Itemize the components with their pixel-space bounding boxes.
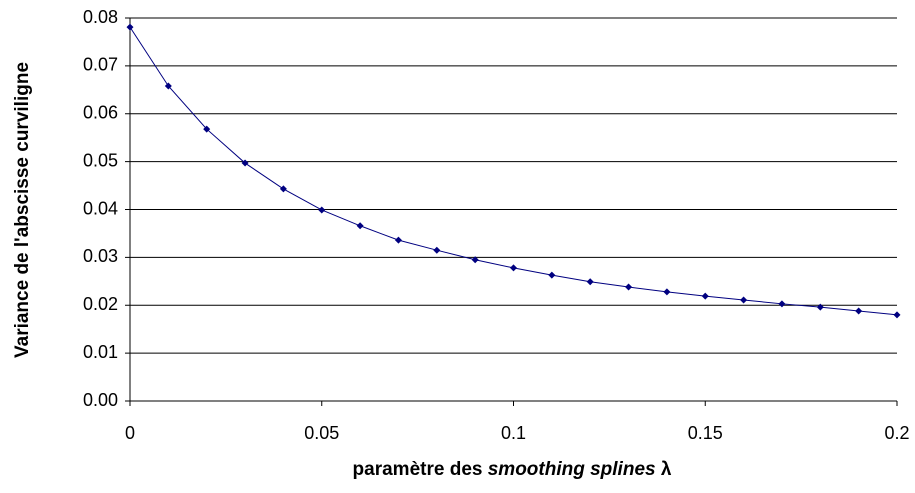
y-tick-label: 0.07 xyxy=(83,55,118,75)
point xyxy=(663,288,671,296)
y-tick-label: 0.06 xyxy=(83,103,118,123)
point xyxy=(701,292,709,300)
point xyxy=(279,185,287,193)
y-tick-label: 0.01 xyxy=(83,342,118,362)
point xyxy=(625,283,633,291)
point xyxy=(471,256,479,264)
point xyxy=(740,296,748,304)
point xyxy=(510,264,517,272)
x-tick-label: 0.15 xyxy=(688,423,723,443)
x-label-part: smoothing splines xyxy=(488,459,656,480)
point xyxy=(778,300,786,308)
point xyxy=(855,307,863,315)
x-label-part: paramètre des xyxy=(353,459,488,480)
series-line xyxy=(129,26,898,316)
x-axis-label: paramètre des smoothing splines λ xyxy=(353,459,672,480)
point xyxy=(893,311,901,319)
y-axis-label: Variance de l'abscisse curviligne xyxy=(12,62,33,358)
point xyxy=(586,278,594,286)
y-tick-label: 0.05 xyxy=(83,150,118,170)
x-label-part: λ xyxy=(656,459,672,480)
point xyxy=(548,271,556,279)
x-tick-label: 0.1 xyxy=(501,423,526,443)
x-tick-label: 0 xyxy=(125,423,135,443)
y-tick-label: 0.08 xyxy=(83,7,118,27)
y-tick-label: 0.04 xyxy=(83,198,118,218)
point xyxy=(126,23,134,31)
point xyxy=(433,246,441,254)
point xyxy=(164,82,172,90)
y-tick-label: 0.03 xyxy=(83,246,118,266)
x-tick-label: 0.05 xyxy=(304,423,339,443)
point xyxy=(356,222,364,230)
point xyxy=(241,159,249,167)
point xyxy=(816,303,824,311)
y-tick-label: 0.02 xyxy=(83,294,118,314)
x-tick-label: 0.2 xyxy=(884,423,909,443)
point xyxy=(203,125,211,133)
y-tick-label: 0.00 xyxy=(83,390,118,410)
point xyxy=(318,206,326,214)
point xyxy=(394,236,402,244)
